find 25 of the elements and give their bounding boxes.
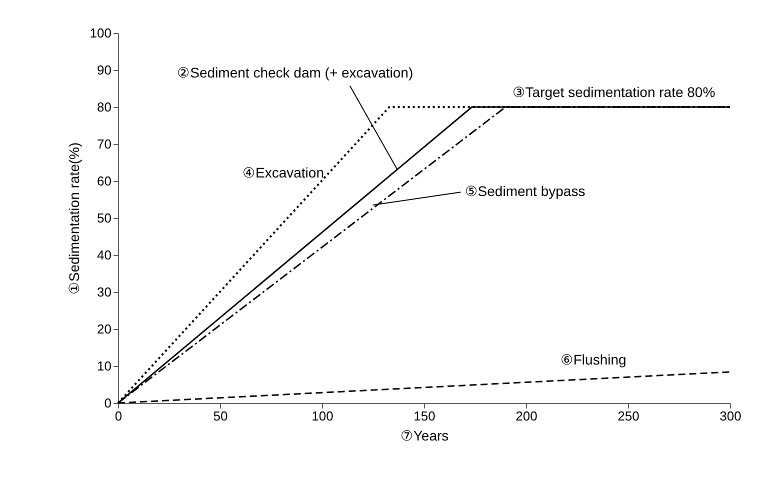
y-axis-title: ①Sedimentation rate(%) xyxy=(66,142,82,295)
y-tick-label: 60 xyxy=(97,174,112,188)
annotation: ④Excavation xyxy=(242,164,324,181)
annotation: ③Target sedimentation rate 80% xyxy=(512,84,716,100)
x-tick-label: 300 xyxy=(720,408,742,424)
y-tick-label: 100 xyxy=(90,26,112,40)
y-tick-label: 10 xyxy=(97,358,112,374)
x-tick-label: 0 xyxy=(114,408,122,424)
annotation: ⑤Sediment bypass xyxy=(464,183,586,200)
y-tick-label: 80 xyxy=(97,100,112,114)
x-tick-label: 150 xyxy=(414,408,436,424)
annotation: ②Sediment check dam (+ excavation) xyxy=(177,64,414,81)
y-tick-label: 30 xyxy=(97,284,112,300)
y-tick-label: 50 xyxy=(97,210,112,226)
y-tick-label: 70 xyxy=(97,136,112,152)
y-tick-label: 0 xyxy=(104,396,112,410)
y-tick-label: 40 xyxy=(97,248,112,262)
x-tick-label: 50 xyxy=(213,408,228,424)
x-tick-label: 200 xyxy=(516,408,538,424)
x-tick-label: 250 xyxy=(618,408,640,424)
y-tick-label: 20 xyxy=(97,322,112,336)
x-tick-label: 100 xyxy=(312,408,334,424)
x-axis-title: ⑦Years xyxy=(400,428,449,444)
annotation: ⑥Flushing xyxy=(560,351,626,368)
y-tick-label: 90 xyxy=(97,62,112,78)
